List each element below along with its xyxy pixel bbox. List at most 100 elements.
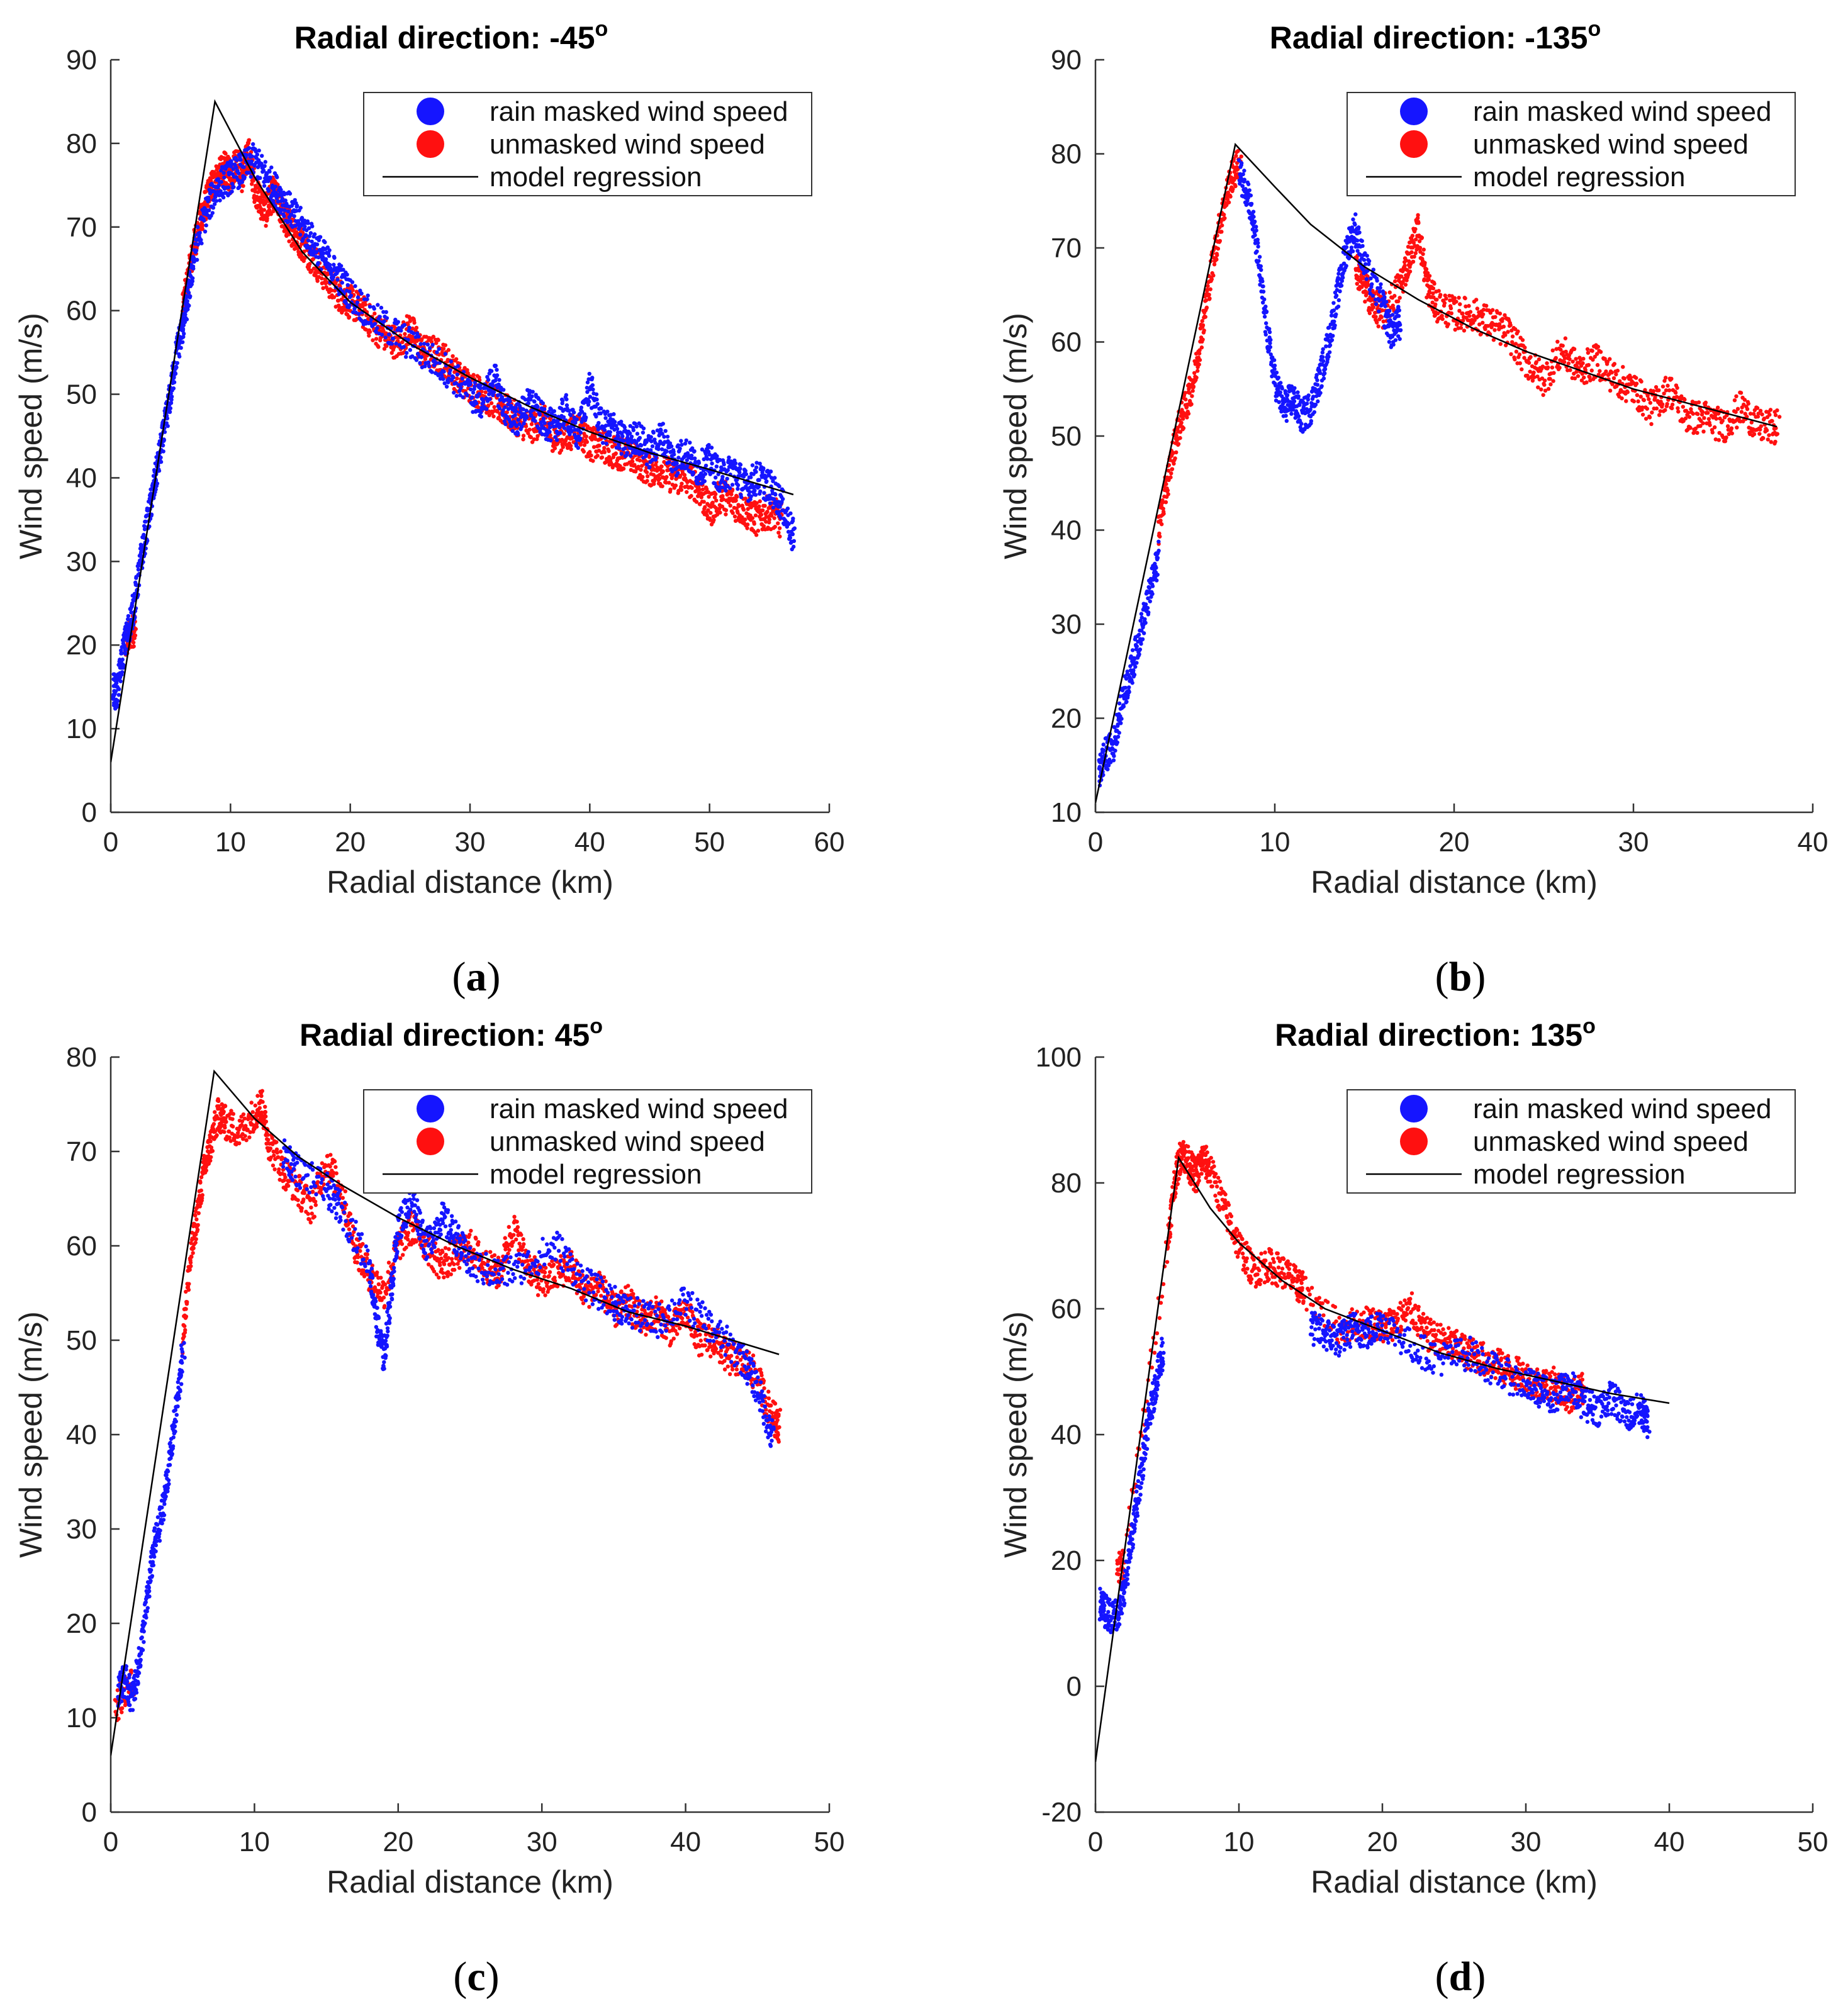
data-point [190, 279, 195, 284]
data-point [602, 428, 607, 432]
data-point [713, 475, 718, 480]
data-point [247, 138, 252, 142]
data-point [323, 257, 328, 262]
data-point [235, 177, 240, 182]
data-point [389, 350, 394, 356]
data-point [359, 297, 364, 302]
data-point [600, 440, 605, 445]
data-point [1163, 500, 1168, 505]
data-point [211, 206, 216, 210]
data-point [174, 365, 179, 370]
data-point [1190, 389, 1195, 393]
data-point [1403, 283, 1408, 287]
data-point [503, 405, 507, 410]
data-point [402, 323, 407, 327]
data-point [637, 458, 642, 462]
data-point [353, 284, 357, 288]
data-point [705, 513, 709, 518]
data-point [1214, 257, 1219, 262]
data-point [1207, 296, 1212, 301]
data-point [142, 532, 146, 537]
data-point [155, 481, 160, 486]
data-point [1457, 296, 1461, 300]
data-point [199, 238, 203, 242]
data-point [1475, 306, 1480, 311]
x-tick-label: 60 [814, 827, 845, 858]
data-point [316, 260, 320, 266]
data-point [639, 443, 644, 448]
data-point [393, 317, 398, 322]
data-point [316, 255, 321, 260]
panel-label-close: ) [1472, 954, 1486, 1000]
data-point [1221, 212, 1226, 217]
data-point [623, 446, 627, 451]
data-point [181, 323, 186, 328]
data-point [562, 426, 567, 430]
data-point [532, 400, 537, 404]
data-point [359, 291, 364, 296]
data-point [703, 463, 708, 468]
data-point [1413, 227, 1418, 232]
data-point [661, 469, 665, 474]
data-point [294, 203, 300, 208]
data-point [327, 254, 332, 258]
data-point [410, 334, 415, 339]
data-point [460, 376, 464, 381]
data-point [542, 407, 547, 412]
data-point [692, 449, 697, 454]
data-point [503, 422, 508, 427]
data-point [548, 438, 553, 443]
data-point [162, 430, 167, 434]
data-point [568, 413, 573, 418]
data-point [349, 293, 353, 298]
series-unmasked [1156, 148, 1782, 546]
data-point [1513, 357, 1517, 362]
data-point [692, 456, 697, 461]
data-point [454, 394, 459, 398]
data-point [240, 189, 244, 194]
y-tick-label: 40 [66, 462, 97, 493]
data-point [181, 327, 186, 332]
data-point [221, 171, 226, 176]
data-point [320, 276, 324, 281]
data-point [347, 303, 352, 308]
data-point [308, 231, 313, 235]
data-point [506, 406, 511, 412]
data-point [743, 469, 748, 473]
data-point [791, 527, 796, 532]
data-point [194, 257, 199, 262]
data-point [1410, 233, 1414, 238]
data-point [434, 361, 439, 366]
data-point [561, 398, 565, 403]
data-point [703, 505, 707, 510]
data-point [1498, 311, 1503, 316]
data-point [142, 527, 147, 532]
data-point [1440, 316, 1445, 322]
data-point [160, 443, 165, 448]
data-point [232, 185, 236, 189]
data-point [728, 503, 732, 508]
data-point [238, 157, 243, 162]
data-point [1194, 375, 1199, 380]
data-point [641, 426, 646, 431]
plot-area [1095, 142, 1782, 804]
data-point [496, 415, 501, 420]
y-tick-label: 0 [82, 797, 97, 828]
data-point [776, 510, 781, 514]
data-point [612, 412, 616, 417]
data-point [621, 466, 626, 471]
data-point [631, 428, 636, 432]
data-point [758, 461, 762, 466]
data-point [576, 445, 581, 451]
data-point [1462, 328, 1467, 333]
data-point [602, 450, 607, 454]
data-point [637, 435, 642, 440]
data-point [736, 483, 741, 488]
data-point [159, 459, 164, 464]
data-point [604, 441, 608, 446]
data-point [710, 461, 714, 466]
data-point [194, 248, 199, 253]
data-point [535, 437, 539, 442]
data-point [261, 168, 266, 173]
